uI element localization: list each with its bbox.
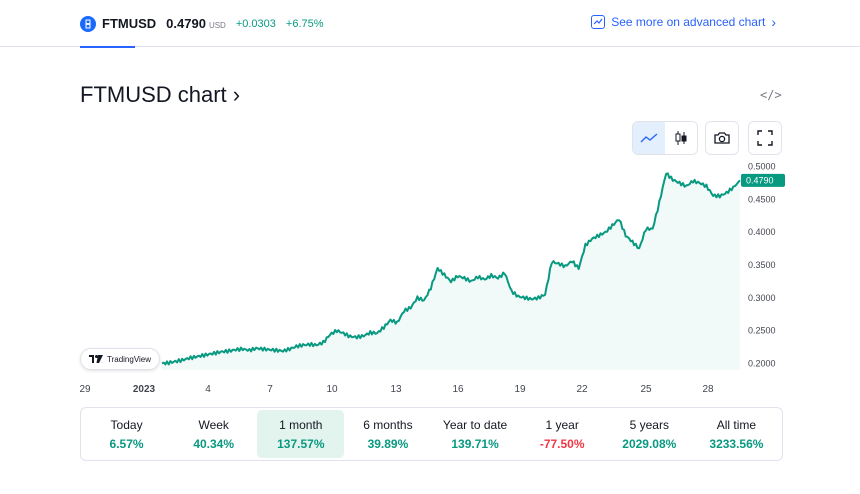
period-value: 6.57% [109, 436, 144, 451]
y-tick-label: 0.5000 [748, 162, 776, 172]
period-value: 39.89% [367, 436, 409, 451]
snapshot-group [705, 121, 739, 155]
period-value: 40.34% [193, 436, 235, 451]
x-axis: 29 2023 4 7 10 13 16 19 22 25 28 [79, 384, 714, 395]
y-tick-label: 0.4500 [748, 194, 776, 204]
period-tab[interactable]: Week 40.34% [170, 410, 257, 458]
period-tab[interactable]: 1 year -77.50% [519, 410, 606, 458]
advanced-chart-link[interactable]: See more on advanced chart › [591, 14, 776, 30]
period-label: Year to date [442, 417, 508, 432]
fantom-coin-icon [80, 15, 96, 32]
fullscreen-button[interactable] [749, 122, 781, 154]
period-label: All time [716, 417, 757, 432]
candles-button[interactable] [665, 122, 697, 154]
embed-code-icon[interactable]: </> [760, 88, 782, 102]
period-value: 2029.08% [622, 436, 677, 451]
symbol-header: FTMUSD 0.4790 USD +0.0303 +6.75% See mor… [0, 0, 860, 48]
price-chart[interactable]: 0.5000 0.4500 0.4000 0.3500 0.3000 0.2500 0.20… [79, 160, 790, 400]
fullscreen-group [748, 121, 782, 155]
symbol-name: FTMUSD [102, 16, 157, 31]
tradingview-label: TradingView [107, 354, 152, 364]
x-tick-label: 10 [326, 384, 338, 395]
price-line [161, 172, 741, 366]
tradingview-logo-icon [89, 355, 103, 363]
period-label: Week [198, 417, 229, 432]
y-axis: 0.5000 0.4500 0.4000 0.3500 0.3000 0.2500 0.20… [748, 162, 776, 369]
svg-text:0.4790: 0.4790 [746, 175, 774, 185]
x-tick-label: 16 [452, 384, 464, 395]
period-tab[interactable]: Today 6.57% [83, 410, 170, 458]
symbol-currency: USD [208, 21, 226, 30]
chevron-right-icon: › [771, 14, 776, 30]
price-area [162, 173, 740, 370]
period-tab[interactable]: 6 months 39.89% [344, 410, 431, 458]
snapshot-button[interactable] [706, 122, 738, 154]
fullscreen-icon [757, 130, 773, 146]
camera-icon [714, 132, 730, 144]
y-tick-label: 0.3500 [748, 260, 776, 270]
x-tick-label: 29 [79, 384, 91, 395]
x-tick-label: 2023 [133, 384, 156, 395]
symbol-change-pct: +6.75% [285, 17, 324, 30]
period-value: 139.71% [451, 436, 499, 451]
period-label: 1 year [545, 417, 579, 432]
line-chart-icon [640, 133, 658, 143]
x-tick-label: 19 [514, 384, 526, 395]
tradingview-badge[interactable]: TradingView [80, 348, 161, 370]
period-value: 137.57% [277, 436, 325, 451]
x-tick-label: 13 [390, 384, 402, 395]
chart-line-icon [591, 15, 606, 29]
period-label: 5 years [629, 417, 669, 432]
period-tab[interactable]: 5 years 2029.08% [606, 410, 693, 458]
period-label: Today [110, 417, 143, 432]
period-label: 1 month [279, 417, 323, 432]
period-tab[interactable]: 1 month 137.57% [257, 410, 345, 458]
x-tick-label: 7 [267, 384, 273, 395]
y-tick-label: 0.2000 [748, 358, 776, 368]
y-tick-label: 0.2500 [748, 326, 776, 336]
chart-title: FTMUSD chart [80, 82, 227, 107]
period-performance-bar: Today 6.57% Week 40.34% 1 month 137.57% 6 mont… [80, 407, 783, 461]
chevron-right-icon: › [232, 82, 241, 107]
y-tick-label: 0.4000 [748, 227, 776, 237]
last-price-label: 0.4790 [741, 173, 785, 187]
symbol-tab[interactable]: FTMUSD 0.4790 USD +0.0303 +6.75% [80, 0, 324, 48]
period-value: -77.50% [539, 436, 585, 451]
line-chart-button[interactable] [633, 122, 665, 154]
y-tick-label: 0.3000 [748, 293, 776, 303]
advanced-chart-label: See more on advanced chart [611, 15, 766, 29]
period-label: 6 months [363, 417, 413, 432]
symbol-price: 0.4790 [166, 16, 206, 31]
chart-title-link[interactable]: FTMUSD chart › [80, 82, 240, 108]
period-tab[interactable]: All time 3233.56% [693, 410, 780, 458]
x-tick-label: 22 [576, 384, 588, 395]
candles-icon [675, 131, 687, 145]
x-tick-label: 28 [702, 384, 714, 395]
symbol-change: +0.0303 [235, 17, 276, 30]
period-tab[interactable]: Year to date 139.71% [432, 410, 519, 458]
x-tick-label: 25 [640, 384, 652, 395]
period-value: 3233.56% [709, 436, 764, 451]
chart-style-group [632, 121, 698, 155]
x-tick-label: 4 [205, 384, 211, 395]
